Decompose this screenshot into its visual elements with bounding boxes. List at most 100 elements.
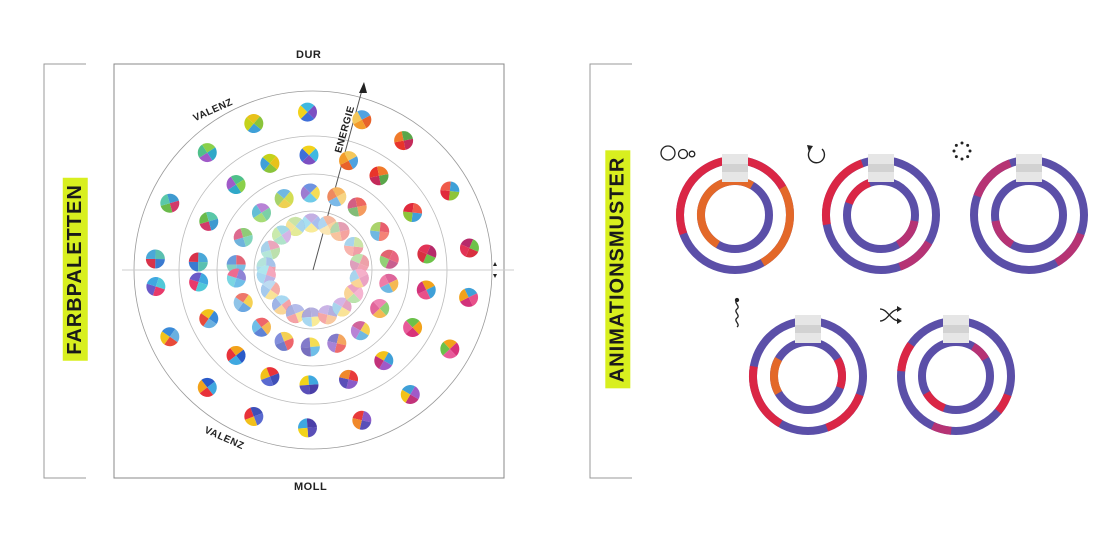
palette-dot-tint xyxy=(285,216,305,236)
palette-dot-sector xyxy=(379,222,390,233)
palette-dot xyxy=(251,317,271,337)
palette-dot-sector xyxy=(256,203,270,213)
palette-dot-sector xyxy=(308,148,319,162)
inner-ring-warm-segment xyxy=(923,390,946,412)
palette-dot-sector xyxy=(208,218,219,231)
outer-ring-warm-segment xyxy=(931,422,952,435)
palette-dot-sector xyxy=(299,375,309,386)
ring-connector-band xyxy=(1016,164,1042,172)
palette-dot-sector xyxy=(405,394,419,405)
palette-dot-sector xyxy=(261,376,274,387)
palette-dot xyxy=(369,166,389,186)
outer-ring-warm-segment xyxy=(1054,232,1085,267)
palette-dot xyxy=(400,385,420,405)
palette-dot-sector xyxy=(448,191,460,201)
palette-dot-tint xyxy=(300,337,320,357)
palette-dot-sector xyxy=(253,413,264,426)
palette-dot-sector xyxy=(246,114,260,124)
palette-dot-sector xyxy=(262,153,277,164)
palette-dot-sector xyxy=(300,346,311,357)
palette-dot xyxy=(394,131,414,151)
palette-dot xyxy=(251,203,271,223)
palette-dot-tint xyxy=(350,253,370,273)
palette-dot-sector xyxy=(334,343,347,353)
palette-dot-sector xyxy=(412,321,423,335)
palette-dot-sector xyxy=(379,360,393,371)
palette-dot-sector xyxy=(206,211,218,222)
palette-dot-sector xyxy=(230,175,245,185)
palette-dot-sector xyxy=(274,332,285,345)
palette-dot xyxy=(145,249,165,269)
palette-dot-sector xyxy=(299,384,310,395)
palette-dot xyxy=(300,337,320,357)
inner-ring-warm-segment xyxy=(697,177,754,248)
palette-dot-tint xyxy=(233,227,253,247)
palette-dot-sector xyxy=(146,277,159,287)
palette-dot xyxy=(403,203,423,222)
palette-dot-sector xyxy=(307,105,317,119)
palette-dot-sector xyxy=(355,330,369,341)
palette-dot-sector xyxy=(449,342,460,356)
moll-label: MOLL xyxy=(294,481,328,493)
palette-dot-sector xyxy=(416,281,427,295)
left-bracket xyxy=(43,63,86,479)
outer-ring-warm-segment xyxy=(973,159,1012,198)
palette-dot-sector xyxy=(423,253,436,264)
palette-dot-sector xyxy=(155,258,165,269)
palette-dot-tint xyxy=(251,203,271,223)
palette-dot-sector xyxy=(284,191,294,205)
palette-dot xyxy=(440,339,460,359)
palette-dot-tint xyxy=(379,273,399,293)
animation-ring-set xyxy=(822,154,940,274)
dotted-circle-dot xyxy=(960,157,964,161)
outer-ring-warm-segment xyxy=(749,365,783,428)
palette-dot-sector xyxy=(284,337,294,351)
palette-dot-sector xyxy=(169,328,180,343)
axis-end-marks xyxy=(493,262,497,278)
palette-dot-tint xyxy=(256,265,276,285)
palette-dot-sector xyxy=(300,102,315,113)
color-palette-dots xyxy=(145,102,479,438)
palette-dot-sector xyxy=(348,370,359,382)
palette-dot xyxy=(374,351,394,371)
palette-dot xyxy=(301,307,321,327)
palette-dot xyxy=(197,143,217,163)
dotted-circle-dot xyxy=(960,141,964,145)
palette-dot-sector xyxy=(236,255,246,265)
palette-dot-sector xyxy=(468,293,479,306)
palette-dot xyxy=(233,293,253,313)
palette-dot xyxy=(300,183,320,203)
palette-dot-sector xyxy=(460,238,474,249)
palette-dot-sector xyxy=(443,339,457,349)
palette-dot xyxy=(260,240,280,260)
palette-dot-tint xyxy=(344,237,364,256)
palette-dot xyxy=(403,318,423,337)
inner-ring-warm-segment xyxy=(970,343,989,362)
palette-dot-sector xyxy=(339,369,351,380)
palette-dot-tint xyxy=(274,189,294,209)
palette-dot xyxy=(226,175,246,195)
palette-dot-sector xyxy=(145,249,156,259)
palette-dot-sector xyxy=(372,308,387,318)
palette-dot xyxy=(274,189,294,209)
palette-dot-sector xyxy=(243,294,253,308)
animation-ring-set xyxy=(897,315,1015,435)
palette-dot-tint xyxy=(226,268,246,288)
palette-dot-sector xyxy=(199,313,209,327)
palette-dot xyxy=(301,213,321,233)
palette-dot-sector xyxy=(426,245,437,258)
palette-dot-tint xyxy=(370,222,390,241)
palette-dot xyxy=(318,305,338,325)
palette-dot xyxy=(379,273,399,293)
palette-dot-sector xyxy=(146,283,156,296)
palette-dot xyxy=(272,225,292,245)
palette-dot-sector xyxy=(403,320,413,334)
palette-dot-sector xyxy=(226,275,237,288)
palette-dot-sector xyxy=(327,188,337,202)
palette-dot-tint xyxy=(318,305,338,325)
animation-ring-set xyxy=(749,315,867,435)
palette-dot xyxy=(233,227,253,247)
palette-dot-sector xyxy=(261,321,271,335)
palette-dot-sector xyxy=(352,418,362,430)
outer-ring-warm-segment xyxy=(898,240,933,271)
